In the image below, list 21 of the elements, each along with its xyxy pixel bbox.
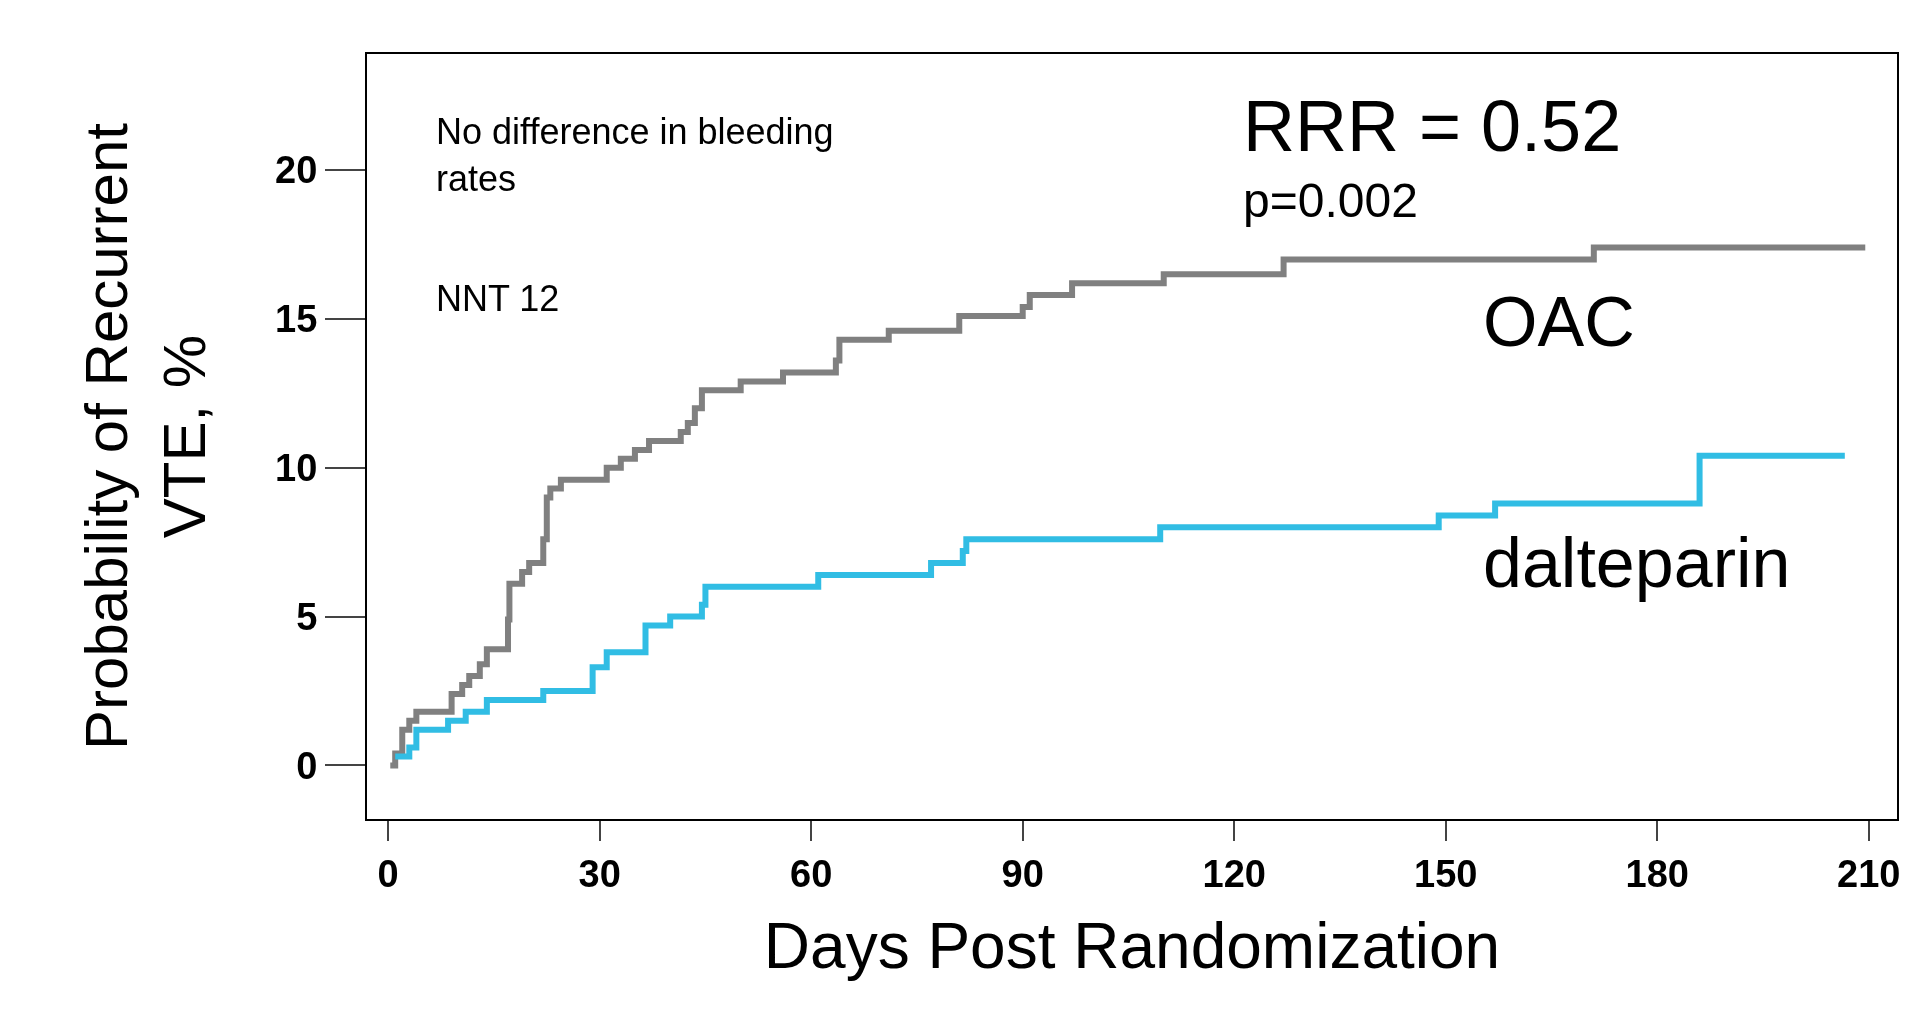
x-tick-label: 90 bbox=[1001, 852, 1044, 895]
y-axis-title: Probability of Recurrent VTE, % bbox=[73, 122, 219, 750]
y-tick-label: 0 bbox=[296, 744, 318, 787]
annotation: p=0.002 bbox=[1243, 174, 1418, 227]
x-tick-label: 120 bbox=[1202, 852, 1266, 895]
x-tick-label: 150 bbox=[1414, 852, 1478, 895]
series-label: dalteparin bbox=[1483, 524, 1791, 602]
y-tick-label: 5 bbox=[296, 595, 318, 638]
x-axis-title: Days Post Randomization bbox=[763, 910, 1501, 983]
y-tick-label: 15 bbox=[275, 298, 318, 341]
annotation: No difference in bleeding rates bbox=[436, 111, 834, 199]
x-tick-label: 180 bbox=[1625, 852, 1689, 895]
series-label: OAC bbox=[1483, 283, 1635, 361]
y-tick-label: 10 bbox=[275, 447, 318, 490]
x-tick-label: 0 bbox=[377, 852, 399, 895]
x-tick-label: 30 bbox=[578, 852, 621, 895]
x-tick-label: 60 bbox=[790, 852, 833, 895]
y-tick-label: 20 bbox=[275, 149, 318, 192]
annotation: NNT 12 bbox=[436, 278, 560, 319]
annotation: RRR = 0.52 bbox=[1243, 86, 1622, 166]
x-tick-label: 210 bbox=[1837, 852, 1901, 895]
